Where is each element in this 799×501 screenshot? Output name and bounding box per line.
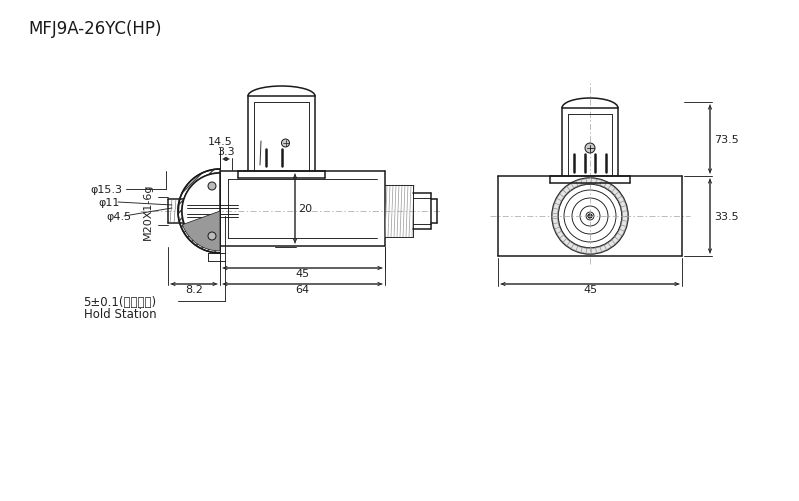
- Text: 45: 45: [583, 285, 597, 295]
- Wedge shape: [182, 211, 220, 252]
- Text: 33.5: 33.5: [714, 211, 738, 221]
- Text: 73.5: 73.5: [714, 135, 739, 145]
- Text: φ4.5: φ4.5: [106, 211, 131, 221]
- Text: φ11: φ11: [98, 197, 119, 207]
- Circle shape: [585, 144, 595, 154]
- Text: φ15.3: φ15.3: [90, 185, 122, 194]
- Wedge shape: [182, 174, 220, 249]
- Text: 64: 64: [296, 285, 309, 295]
- Text: 5±0.1(吸合位置): 5±0.1(吸合位置): [83, 295, 157, 308]
- Text: 20: 20: [298, 204, 312, 214]
- Text: M20X1-6g: M20X1-6g: [143, 183, 153, 240]
- Text: 8.2: 8.2: [185, 285, 203, 295]
- Circle shape: [281, 140, 289, 148]
- Circle shape: [588, 214, 592, 218]
- Text: 14.5: 14.5: [208, 137, 233, 147]
- Text: 3.3: 3.3: [217, 147, 235, 157]
- Text: MFJ9A-26YC(HP): MFJ9A-26YC(HP): [28, 20, 161, 38]
- Text: Hold Station: Hold Station: [84, 307, 157, 320]
- Circle shape: [208, 232, 216, 240]
- Circle shape: [208, 183, 216, 190]
- Text: 45: 45: [296, 269, 309, 279]
